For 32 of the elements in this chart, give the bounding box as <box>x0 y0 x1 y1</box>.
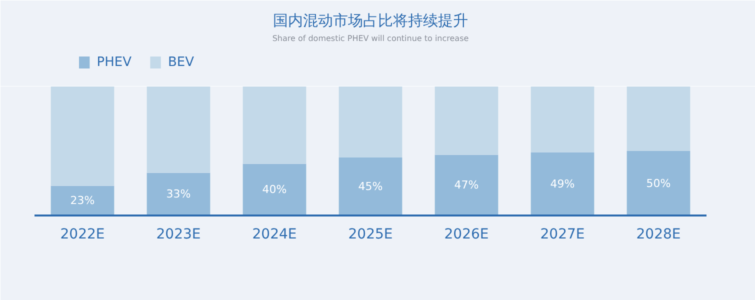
x-tick-label: 2024E <box>252 226 297 242</box>
data-label: 49% <box>550 177 575 190</box>
legend-label: PHEV <box>96 55 132 70</box>
x-tick-label: 2026E <box>444 226 489 242</box>
data-label: 45% <box>358 180 383 193</box>
bar <box>434 154 498 216</box>
x-tick-label: 2022E <box>60 226 105 242</box>
bar <box>530 86 594 152</box>
data-label: 47% <box>454 178 479 192</box>
bar <box>338 86 402 158</box>
data-label: 33% <box>166 188 191 201</box>
x-tick-label: 2025E <box>348 226 393 242</box>
chart-title: 国内混动市场占比将持续提升 <box>273 12 468 30</box>
bar <box>338 157 402 216</box>
bar <box>626 86 690 151</box>
bar <box>530 152 594 216</box>
bar <box>146 86 210 173</box>
x-tick-label: 2028E <box>636 226 681 242</box>
bar <box>434 86 498 155</box>
data-label: 40% <box>262 183 287 196</box>
x-tick-label: 2027E <box>540 226 585 242</box>
bar <box>242 164 306 216</box>
legend-label: BEV <box>168 55 194 70</box>
bar <box>146 172 210 216</box>
chart-subtitle: Share of domestic PHEV will continue to increase <box>272 34 469 43</box>
bar <box>50 186 114 216</box>
data-label: 50% <box>646 176 671 190</box>
x-tick-label: 2023E <box>156 226 201 242</box>
bar <box>626 151 690 216</box>
bar <box>242 86 306 164</box>
data-label: 23% <box>70 194 95 208</box>
bar <box>50 86 114 186</box>
